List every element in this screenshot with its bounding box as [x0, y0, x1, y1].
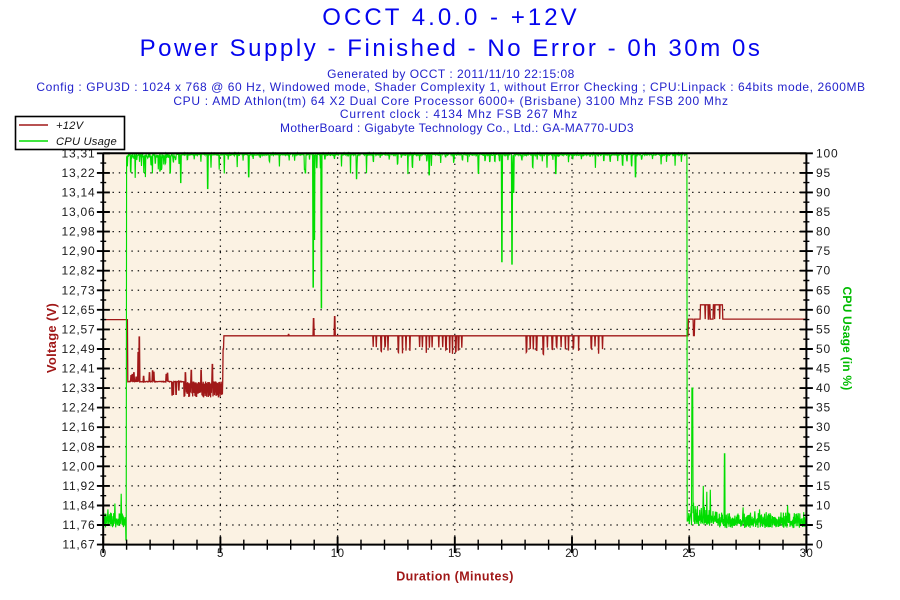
svg-text:12,00: 12,00 [61, 459, 95, 473]
svg-text:12,73: 12,73 [61, 283, 95, 297]
svg-text:25: 25 [816, 440, 831, 454]
svg-text:30: 30 [816, 420, 831, 434]
svg-text:75: 75 [816, 244, 831, 258]
svg-text:90: 90 [816, 185, 831, 199]
svg-text:20: 20 [816, 459, 831, 473]
svg-text:12,98: 12,98 [61, 225, 95, 239]
svg-text:25: 25 [682, 548, 696, 560]
svg-text:40: 40 [816, 381, 831, 395]
svg-text:100: 100 [816, 146, 838, 160]
svg-text:12,57: 12,57 [61, 322, 95, 336]
svg-text:12,49: 12,49 [61, 342, 95, 356]
svg-text:12,16: 12,16 [61, 420, 95, 434]
svg-text:95: 95 [816, 166, 831, 180]
svg-text:12,65: 12,65 [61, 303, 95, 317]
svg-text:20: 20 [565, 548, 579, 560]
svg-text:11,67: 11,67 [62, 538, 95, 552]
svg-text:60: 60 [816, 303, 831, 317]
svg-text:11,76: 11,76 [62, 518, 95, 532]
svg-text:11,84: 11,84 [62, 499, 95, 513]
svg-text:80: 80 [816, 225, 831, 239]
svg-text:15: 15 [816, 479, 831, 493]
svg-text:0: 0 [100, 548, 107, 560]
svg-text:12,82: 12,82 [61, 264, 95, 278]
svg-text:13,22: 13,22 [61, 166, 95, 180]
svg-text:12,33: 12,33 [61, 381, 95, 395]
svg-text:5: 5 [217, 548, 224, 560]
svg-text:CPU Usage: CPU Usage [56, 136, 117, 148]
svg-text:12,90: 12,90 [61, 244, 95, 258]
svg-text:Duration (Minutes): Duration (Minutes) [396, 570, 514, 584]
svg-text:13,06: 13,06 [61, 205, 95, 219]
svg-text:70: 70 [816, 264, 831, 278]
svg-text:12,08: 12,08 [61, 440, 95, 454]
svg-text:12,41: 12,41 [61, 362, 95, 376]
svg-text:30: 30 [800, 548, 814, 560]
svg-text:15: 15 [448, 548, 462, 560]
svg-text:50: 50 [816, 342, 831, 356]
svg-text:85: 85 [816, 205, 831, 219]
svg-text:10: 10 [816, 499, 831, 513]
svg-text:13,14: 13,14 [61, 185, 95, 199]
svg-text:11,92: 11,92 [62, 479, 95, 493]
svg-text:55: 55 [816, 322, 831, 336]
svg-text:+12V: +12V [56, 120, 85, 132]
svg-text:10: 10 [331, 548, 345, 560]
svg-text:0: 0 [816, 538, 823, 552]
svg-text:5: 5 [816, 518, 823, 532]
svg-text:65: 65 [816, 283, 831, 297]
svg-text:45: 45 [816, 362, 831, 376]
svg-text:CPU Usage (in %): CPU Usage (in %) [840, 287, 854, 391]
svg-text:35: 35 [816, 401, 831, 415]
svg-text:Voltage (V): Voltage (V) [44, 303, 59, 373]
svg-text:12,24: 12,24 [61, 401, 95, 415]
